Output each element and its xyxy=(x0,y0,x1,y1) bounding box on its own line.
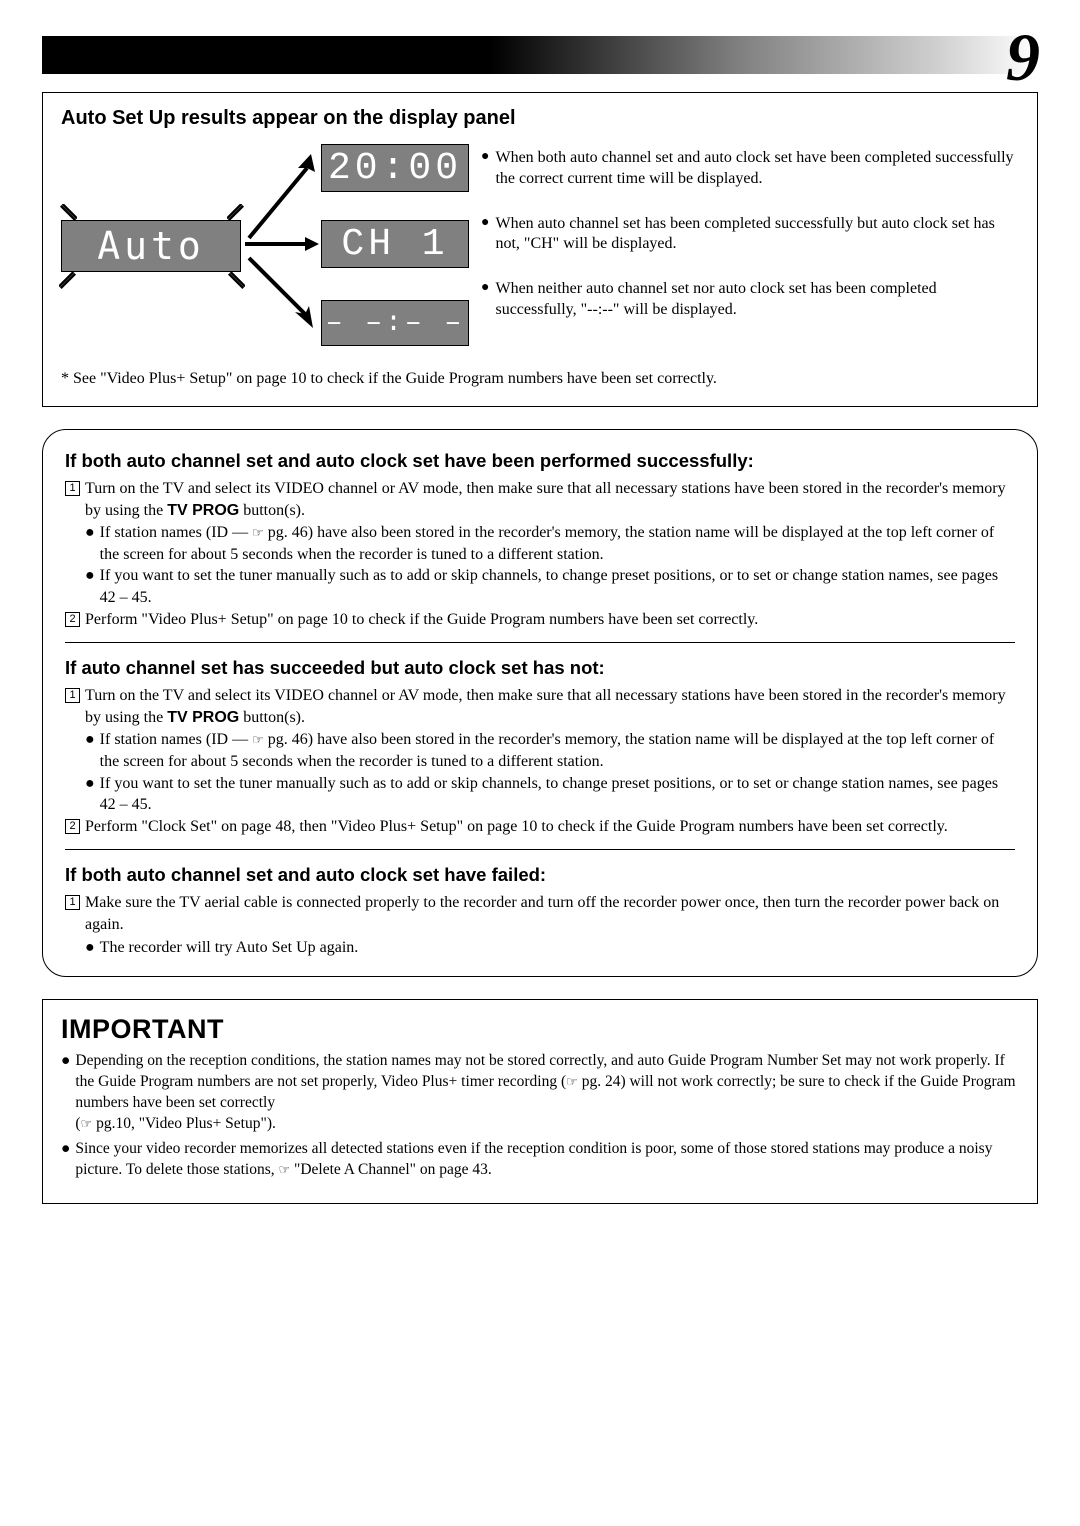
instructions-box: If both auto channel set and auto clock … xyxy=(42,429,1038,977)
page-ref-icon: ☞ xyxy=(81,1116,93,1131)
results-bullets: ●When both auto channel set and auto clo… xyxy=(481,144,1019,356)
bullet-dot-icon: ● xyxy=(481,214,489,256)
step-number-icon: 2 xyxy=(65,819,80,834)
important-bullet: ● Depending on the reception conditions,… xyxy=(61,1051,1019,1135)
display-row: Auto 20:00 CH 1 – –:– – ●W xyxy=(61,144,1019,356)
step-row: 1 Turn on the TV and select its VIDEO ch… xyxy=(65,478,1015,521)
step-text: Perform "Clock Set" on page 48, then "Vi… xyxy=(85,816,1015,838)
sub-bullet-text: The recorder will try Auto Set Up again. xyxy=(100,937,359,959)
sub-bullet-text: If station names (ID — ☞ pg. 46) have al… xyxy=(100,729,1015,772)
arrow-icon xyxy=(243,154,321,244)
step-number-icon: 1 xyxy=(65,481,80,496)
sub-bullet: ●If station names (ID — ☞ pg. 46) have a… xyxy=(85,522,1015,565)
step-row: 1 Make sure the TV aerial cable is conne… xyxy=(65,892,1015,935)
step-text: Turn on the TV and select its VIDEO chan… xyxy=(85,478,1015,521)
bullet-text: When auto channel set has been completed… xyxy=(495,214,1019,256)
header-gradient-bar: 9 xyxy=(42,36,1038,74)
sub-bullet-text: If you want to set the tuner manually su… xyxy=(100,565,1015,608)
page-ref-icon: ☞ xyxy=(252,525,264,540)
auto-setup-results-box: Auto Set Up results appear on the displa… xyxy=(42,92,1038,407)
group3-heading: If both auto channel set and auto clock … xyxy=(65,864,1015,886)
bullet-dot-icon: ● xyxy=(85,729,95,772)
group1-heading: If both auto channel set and auto clock … xyxy=(65,450,1015,472)
bullet-dot-icon: ● xyxy=(85,522,95,565)
sub-bullet: ●The recorder will try Auto Set Up again… xyxy=(85,937,1015,959)
sub-bullet: ●If station names (ID — ☞ pg. 46) have a… xyxy=(85,729,1015,772)
bullet-dot-icon: ● xyxy=(85,773,95,816)
page-ref-icon: ☞ xyxy=(566,1074,578,1089)
step-text: Turn on the TV and select its VIDEO chan… xyxy=(85,685,1015,728)
auto-setup-title: Auto Set Up results appear on the displa… xyxy=(61,107,1019,130)
sub-bullet-text: If station names (ID — ☞ pg. 46) have al… xyxy=(100,522,1015,565)
sub-bullet: ●If you want to set the tuner manually s… xyxy=(85,565,1015,608)
step-row: 2 Perform "Video Plus+ Setup" on page 10… xyxy=(65,609,1015,631)
bullet-text: When both auto channel set and auto cloc… xyxy=(495,148,1019,190)
divider xyxy=(65,849,1015,850)
step-text: Make sure the TV aerial cable is connect… xyxy=(85,892,1015,935)
tick-icon xyxy=(59,204,77,222)
step-row: 2 Perform "Clock Set" on page 48, then "… xyxy=(65,816,1015,838)
important-title: IMPORTANT xyxy=(61,1014,1019,1045)
sub-bullet: ●If you want to set the tuner manually s… xyxy=(85,773,1015,816)
step-text: Perform "Video Plus+ Setup" on page 10 t… xyxy=(85,609,1015,631)
bullet-dot-icon: ● xyxy=(85,565,95,608)
lcd-dash-display: – –:– – xyxy=(321,300,469,346)
step-number-icon: 1 xyxy=(65,895,80,910)
page-number: 9 xyxy=(1006,18,1040,97)
step-number-icon: 1 xyxy=(65,688,80,703)
bullet-dot-icon: ● xyxy=(61,1139,70,1181)
setup-footnote: * See "Video Plus+ Setup" on page 10 to … xyxy=(61,370,1019,388)
group2-heading: If auto channel set has succeeded but au… xyxy=(65,657,1015,679)
result-bullet: ●When both auto channel set and auto clo… xyxy=(481,148,1019,190)
arrow-icon xyxy=(243,234,321,254)
sub-bullet-text: If you want to set the tuner manually su… xyxy=(100,773,1015,816)
page-ref-icon: ☞ xyxy=(278,1162,290,1177)
important-bullet: ● Since your video recorder memorizes al… xyxy=(61,1139,1019,1181)
divider xyxy=(65,642,1015,643)
bullet-text: When neither auto channel set nor auto c… xyxy=(495,279,1019,321)
result-bullet: ●When neither auto channel set nor auto … xyxy=(481,279,1019,321)
lcd-ch-display: CH 1 xyxy=(321,220,469,268)
important-box: IMPORTANT ● Depending on the reception c… xyxy=(42,999,1038,1204)
arrow-icon xyxy=(243,252,321,332)
tick-icon xyxy=(59,272,77,290)
important-text: Depending on the reception conditions, t… xyxy=(75,1051,1019,1135)
result-bullet: ●When auto channel set has been complete… xyxy=(481,214,1019,256)
lcd-diagram: Auto 20:00 CH 1 – –:– – xyxy=(61,144,461,356)
lcd-clock-display: 20:00 xyxy=(321,144,469,192)
step-number-icon: 2 xyxy=(65,612,80,627)
important-text: Since your video recorder memorizes all … xyxy=(75,1139,1019,1181)
lcd-auto-display: Auto xyxy=(61,220,241,272)
bullet-dot-icon: ● xyxy=(85,937,95,959)
step-row: 1 Turn on the TV and select its VIDEO ch… xyxy=(65,685,1015,728)
bullet-dot-icon: ● xyxy=(61,1051,70,1135)
page-ref-icon: ☞ xyxy=(252,732,264,747)
bullet-dot-icon: ● xyxy=(481,148,489,190)
bullet-dot-icon: ● xyxy=(481,279,489,321)
